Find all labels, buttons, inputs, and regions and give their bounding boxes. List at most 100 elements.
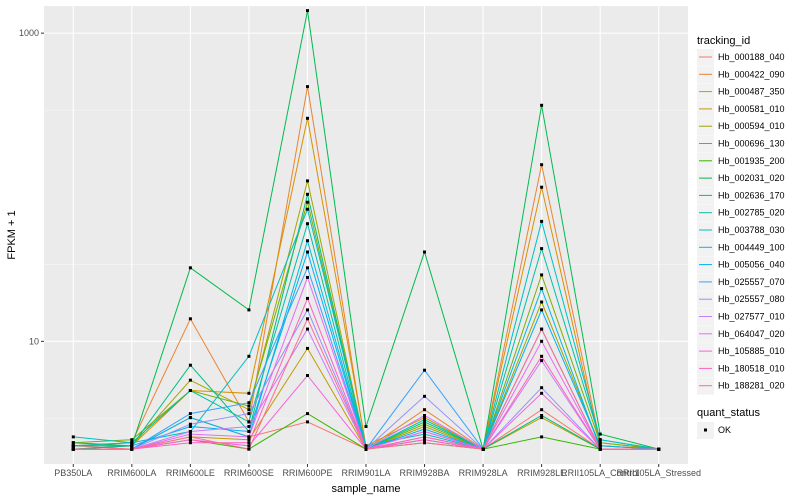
data-point	[306, 85, 309, 89]
data-point	[306, 192, 309, 196]
data-point	[540, 273, 544, 277]
x-tick-label: RRIM600LA	[107, 468, 156, 478]
data-point	[423, 430, 426, 433]
legend-label: Hb_188281_020	[718, 381, 785, 391]
y-tick-label: 1000	[19, 28, 39, 38]
data-point	[364, 447, 368, 451]
legend: tracking_id Hb_000188_040Hb_000422_090Hb…	[697, 35, 785, 439]
data-point	[540, 103, 544, 107]
data-point	[423, 432, 426, 436]
data-point	[540, 185, 544, 189]
data-point	[247, 404, 251, 408]
legend-label: Hb_002785_020	[718, 208, 785, 218]
data-point	[540, 416, 544, 420]
x-axis-title: sample_name	[331, 483, 400, 495]
data-point	[247, 354, 251, 358]
data-point	[540, 287, 544, 291]
data-point	[247, 308, 251, 312]
x-tick-label: RRII105LA_Stressed	[616, 468, 701, 478]
legend-label: Hb_025557_070	[718, 277, 785, 287]
x-tick-label: RRIM928LA	[459, 468, 508, 478]
data-point	[306, 346, 309, 350]
data-point	[188, 317, 192, 321]
data-point	[423, 438, 426, 442]
data-point	[247, 430, 251, 433]
data-point	[306, 250, 309, 254]
data-point	[423, 420, 426, 424]
data-point	[130, 444, 134, 448]
x-tick-label: RRIM600PE	[282, 468, 332, 478]
data-point	[657, 447, 661, 451]
y-axis: 10 1000	[19, 28, 44, 346]
legend-shape-swatch	[704, 428, 707, 432]
legend-label: Hb_000487_350	[718, 87, 785, 97]
data-point	[481, 447, 485, 451]
data-point	[598, 444, 602, 448]
data-point	[423, 394, 426, 398]
x-tick-label: RRIM928BA	[400, 468, 450, 478]
data-point	[423, 368, 426, 372]
data-point	[540, 247, 544, 251]
data-point	[247, 435, 251, 439]
x-tick-label: RRII105LA_Control	[561, 468, 639, 478]
data-point	[306, 308, 309, 312]
data-point	[188, 432, 192, 436]
data-point	[188, 363, 192, 367]
data-point	[306, 239, 309, 243]
data-point	[423, 435, 426, 439]
legend-label: Hb_180518_010	[718, 363, 785, 373]
legend-label: Hb_002031_020	[718, 173, 785, 183]
data-point	[71, 444, 75, 448]
data-point	[540, 391, 544, 395]
data-point	[540, 435, 544, 439]
data-point	[306, 275, 309, 279]
data-point	[306, 317, 309, 321]
data-point	[188, 438, 192, 442]
data-point	[130, 441, 134, 445]
legend-label: Hb_027577_010	[718, 312, 785, 322]
legend-label: Hb_005056_040	[718, 260, 785, 270]
data-point	[540, 219, 544, 223]
data-point	[188, 412, 192, 416]
data-point	[423, 422, 426, 426]
data-point	[188, 416, 192, 420]
legend-items: Hb_000188_040 Hb_000422_090 Hb_000487_350 H…	[697, 49, 785, 395]
data-point	[247, 425, 251, 428]
x-tick-label: RRIM901LA	[341, 468, 390, 478]
data-point	[540, 414, 544, 417]
data-point	[540, 408, 544, 412]
data-point	[423, 425, 426, 428]
data-point	[306, 374, 309, 377]
points-layer	[71, 9, 661, 451]
legend-label: Hb_003788_030	[718, 225, 785, 235]
data-point	[130, 438, 134, 442]
data-point	[306, 116, 309, 120]
legend-label: Hb_105885_010	[718, 346, 785, 356]
data-point	[423, 416, 426, 420]
data-point	[423, 441, 426, 445]
data-point	[540, 359, 544, 363]
data-point	[71, 441, 75, 445]
legend-label: Hb_000696_130	[718, 139, 785, 149]
data-point	[247, 391, 251, 395]
legend-label: Hb_001935_200	[718, 156, 785, 166]
data-point	[423, 250, 426, 254]
data-point	[423, 414, 426, 417]
x-tick-label: RRIM600SE	[224, 468, 274, 478]
data-point	[540, 327, 544, 331]
data-point	[423, 427, 426, 431]
legend-shapes: OK	[697, 422, 731, 439]
x-tick-label: RRIM928LE	[517, 468, 566, 478]
data-point	[306, 9, 309, 13]
data-point	[540, 339, 544, 343]
data-point	[598, 438, 602, 442]
data-point	[188, 441, 192, 445]
data-point	[423, 408, 426, 412]
data-point	[364, 425, 368, 428]
data-point	[306, 420, 309, 424]
data-point	[247, 408, 251, 412]
legend-label: Hb_002636_170	[718, 190, 785, 200]
data-point	[306, 266, 309, 270]
data-point	[306, 296, 309, 300]
